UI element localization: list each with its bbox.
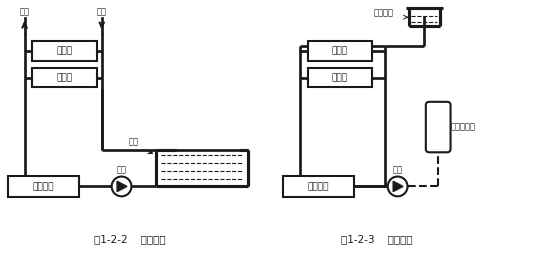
Circle shape bbox=[388, 176, 408, 196]
Text: 冷水机组: 冷水机组 bbox=[33, 182, 54, 191]
Text: 回水: 回水 bbox=[97, 7, 107, 16]
Bar bbox=[33, 68, 97, 87]
Text: 空调机: 空调机 bbox=[57, 73, 73, 82]
Text: 水池: 水池 bbox=[128, 138, 139, 147]
Text: 膨胀水箱: 膨胀水箱 bbox=[374, 9, 394, 18]
Circle shape bbox=[112, 176, 132, 196]
Bar bbox=[308, 68, 372, 87]
Text: 水泵: 水泵 bbox=[117, 166, 127, 175]
Bar bbox=[283, 175, 354, 197]
Text: 气体定压罐: 气体定压罐 bbox=[451, 122, 476, 131]
Text: 空调机: 空调机 bbox=[57, 46, 73, 55]
Text: 水泵: 水泵 bbox=[393, 166, 403, 175]
Bar bbox=[7, 175, 79, 197]
Polygon shape bbox=[117, 181, 127, 192]
Text: 图1-2-2    开式系统: 图1-2-2 开式系统 bbox=[94, 234, 165, 244]
Text: 空调机: 空调机 bbox=[332, 46, 348, 55]
Bar bbox=[308, 41, 372, 61]
Text: 空调机: 空调机 bbox=[332, 73, 348, 82]
Text: 供水: 供水 bbox=[20, 7, 29, 16]
Polygon shape bbox=[393, 181, 403, 192]
FancyBboxPatch shape bbox=[426, 102, 450, 152]
Bar bbox=[33, 41, 97, 61]
Text: 图1-2-3    闭式系统: 图1-2-3 闭式系统 bbox=[341, 234, 412, 244]
Text: 冷水机组: 冷水机组 bbox=[308, 182, 329, 191]
